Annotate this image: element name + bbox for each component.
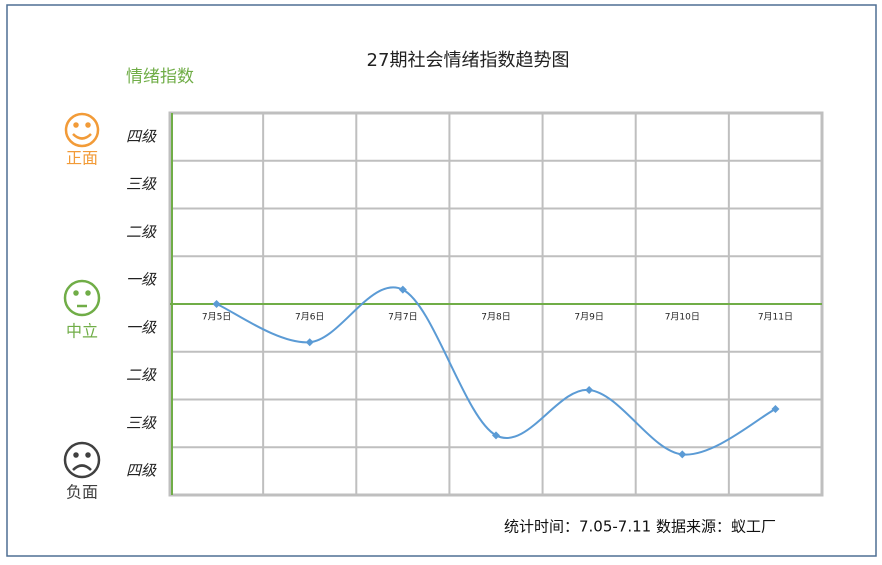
y-tick-label: 三级: [126, 175, 157, 193]
y-tick-label: 二级: [126, 223, 157, 241]
point: [678, 450, 687, 459]
x-tick-label: 7月6日: [295, 312, 324, 323]
y-tick-label: 一级: [126, 271, 157, 289]
mood-label: 中立: [66, 322, 98, 341]
point: [398, 285, 407, 294]
mood-label: 负面: [66, 483, 98, 502]
point: [212, 300, 221, 308]
sad-face: [63, 441, 101, 479]
x-tick-label: 7月10日: [665, 312, 700, 323]
y-tick-label: 四级: [126, 462, 157, 480]
footer: 统计时间：7.05-7.11 数据来源：蚁工厂: [504, 518, 776, 536]
x-tick-label: 7月9日: [574, 312, 603, 323]
neutral-face: [63, 279, 101, 317]
mood-icons: [63, 112, 101, 479]
chart-title: 27期社会情绪指数趋势图: [367, 50, 570, 71]
x-tick-label: 7月7日: [388, 312, 417, 323]
y-tick-label: 三级: [126, 414, 157, 432]
point: [492, 431, 500, 440]
point: [771, 405, 780, 414]
y-tick-label: 一级: [126, 318, 157, 336]
y-tick-label: 四级: [126, 127, 157, 145]
point: [585, 385, 594, 394]
happy-face: [64, 112, 100, 148]
x-tick-label: 7月11日: [758, 312, 793, 323]
x-tick-label: 7月5日: [202, 312, 231, 323]
point: [305, 338, 314, 347]
mood-label: 正面: [66, 149, 98, 168]
y-tick-label: 二级: [126, 366, 157, 384]
x-tick-label: 7月8日: [481, 312, 510, 323]
y-axis-title: 情绪指数: [126, 67, 194, 87]
